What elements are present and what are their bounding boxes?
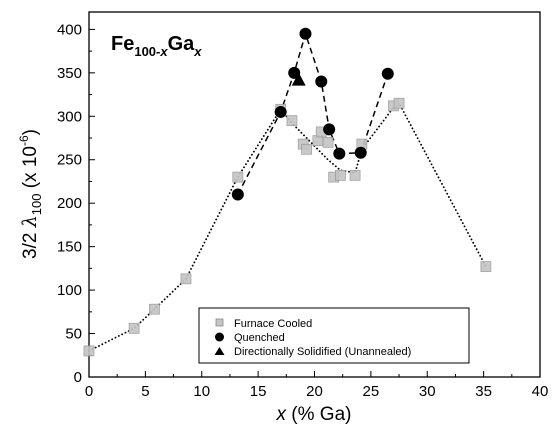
marker-quenched	[274, 105, 287, 118]
legend-marker-furnace-cooled	[215, 318, 224, 327]
annotation-sub2-var: x	[193, 44, 202, 59]
marker-quenched	[333, 147, 346, 160]
annotation-sub1: 100-	[134, 44, 160, 59]
marker-quenched	[299, 27, 312, 40]
trend-line-dashed	[237, 31, 389, 195]
legend-label-directionally-solidified: Directionally Solidified (Unannealed)	[234, 346, 411, 358]
marker-furnace-cooled	[148, 303, 160, 315]
marker-furnace-cooled	[349, 169, 361, 181]
x-axis-title: x (% Ga)	[276, 404, 352, 425]
composition-annotation: Fe100-xGax	[111, 33, 202, 59]
y-axis-subscript: 100	[29, 194, 44, 216]
y-tick-label: 250	[57, 152, 82, 169]
y-axis-prefix: 3/2	[20, 227, 41, 259]
x-axis-text: (% Ga)	[286, 404, 351, 425]
y-axis-unit-pre: (x 10	[20, 146, 41, 194]
x-axis-var: x	[276, 404, 288, 425]
legend: Furnace Cooled Quenched Directionally So…	[198, 307, 470, 364]
y-tick-label: 300	[57, 108, 82, 125]
legend-label-quenched: Quenched	[234, 332, 285, 344]
y-tick-label: 400	[57, 21, 82, 38]
marker-quenched	[354, 146, 367, 159]
y-tick-label: 350	[57, 65, 82, 82]
trend-line-dotted	[88, 101, 487, 352]
y-tick-label: 50	[65, 326, 82, 343]
x-tick-label: 15	[250, 383, 267, 400]
marker-furnace-cooled	[393, 97, 405, 109]
marker-quenched	[315, 75, 328, 88]
x-tick-label: 20	[306, 383, 323, 400]
x-tick-label: 5	[141, 383, 149, 400]
y-tick-label: 0	[74, 369, 82, 386]
marker-directionally-solidified	[291, 72, 306, 86]
x-tick-label: 10	[193, 383, 210, 400]
y-axis-unit-post: )	[20, 129, 41, 135]
y-axis-title: 3/2 λ100 (x 10-6)	[17, 129, 44, 259]
marker-furnace-cooled	[128, 322, 140, 334]
marker-furnace-cooled	[83, 345, 95, 357]
y-axis-symbol: λ	[19, 215, 41, 228]
trend-lines	[88, 31, 487, 352]
x-tick-label: 30	[419, 383, 436, 400]
marker-furnace-cooled	[301, 143, 313, 155]
annotation-element2: Ga	[168, 33, 196, 55]
marker-quenched	[381, 67, 394, 80]
marker-furnace-cooled	[232, 171, 244, 183]
legend-marker-directionally-solidified	[214, 347, 225, 355]
marker-furnace-cooled	[180, 273, 192, 285]
x-tick-label: 0	[85, 383, 93, 400]
marker-quenched	[231, 188, 244, 201]
y-tick-label: 200	[57, 195, 82, 212]
x-tick-label: 35	[475, 383, 492, 400]
marker-quenched	[323, 123, 336, 136]
legend-label-furnace-cooled: Furnace Cooled	[234, 318, 312, 330]
y-tick-label: 150	[57, 239, 82, 256]
annotation-sub1-var: x	[159, 44, 168, 59]
marker-furnace-cooled	[335, 169, 346, 181]
data-markers	[83, 27, 492, 357]
marker-furnace-cooled	[322, 136, 334, 148]
y-axis-exponent: -6	[17, 135, 31, 146]
legend-box	[198, 307, 470, 364]
annotation-element1: Fe	[111, 33, 134, 55]
x-tick-label: 25	[363, 383, 380, 400]
x-tick-label: 40	[532, 383, 549, 400]
marker-furnace-cooled	[480, 261, 492, 273]
y-tick-label: 100	[57, 282, 82, 299]
legend-marker-quenched	[215, 332, 224, 342]
marker-furnace-cooled	[286, 115, 298, 127]
